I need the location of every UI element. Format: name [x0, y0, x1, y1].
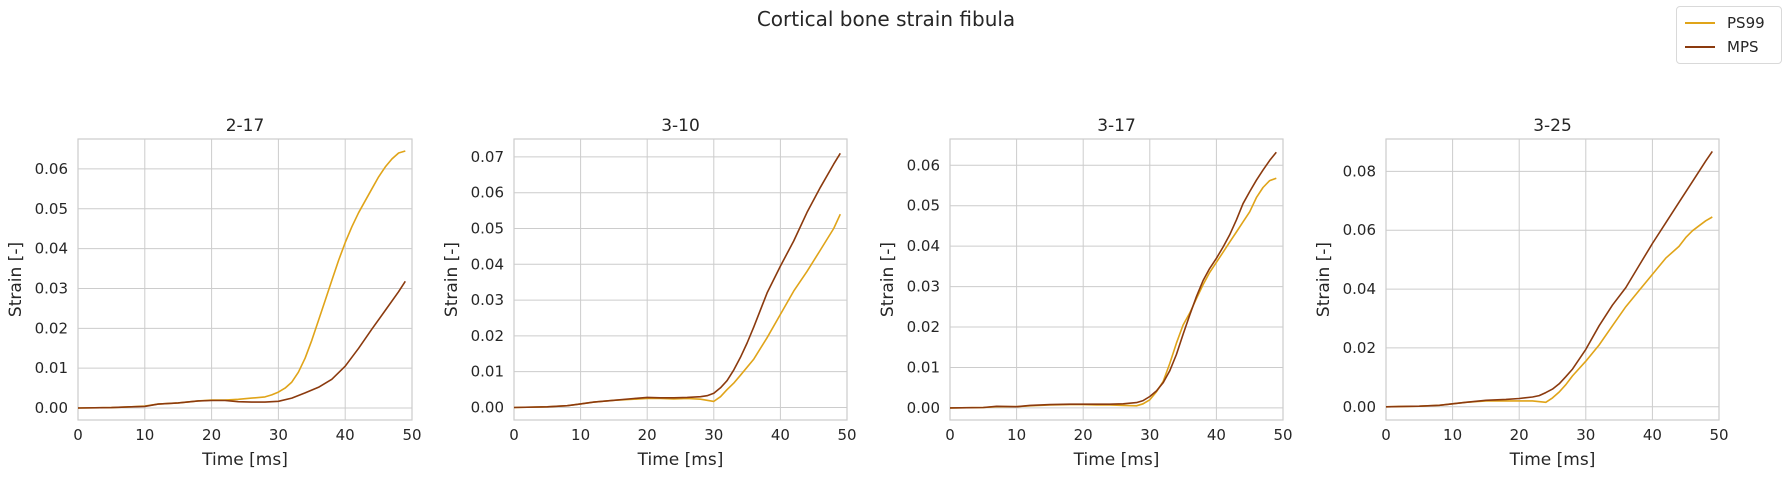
panel-2-xtick-label-3: 30 — [704, 426, 723, 444]
panel-1-title: 2-17 — [226, 116, 265, 136]
panel-1-ytick-label-5: 0.05 — [35, 200, 68, 218]
panel-2-ytick-label-6: 0.06 — [471, 184, 504, 202]
panel-2-ytick-label-7: 0.07 — [471, 148, 504, 166]
panel-4-ytick-label-3: 0.06 — [1343, 221, 1376, 239]
panel-1-ytick-label-1: 0.01 — [35, 359, 68, 377]
panel-2-frame — [513, 138, 848, 421]
panel-4-frame — [1385, 138, 1720, 421]
panel-1-xtick-label-0: 0 — [73, 426, 83, 444]
panel-3-xlabel: Time [ms] — [1073, 450, 1160, 470]
panel-4-line-mps — [1385, 150, 1713, 408]
panel-2-ytick-label-1: 0.01 — [471, 363, 504, 381]
panel-4-xlabel: Time [ms] — [1509, 450, 1596, 470]
panel-2-line-mps — [513, 152, 841, 409]
legend-swatch-mps — [1685, 46, 1715, 48]
panel-1-xtick-label-4: 40 — [336, 426, 355, 444]
panel-4-ytick-label-0: 0.00 — [1343, 398, 1376, 416]
legend: PS99 MPS — [1676, 6, 1782, 64]
panel-4-ytick-label-4: 0.08 — [1343, 162, 1376, 180]
panel-3-xtick-label-0: 0 — [945, 426, 955, 444]
panel-1-ytick-label-3: 0.03 — [35, 279, 68, 297]
legend-item-ps99: PS99 — [1685, 13, 1765, 33]
panel-4-xtick-label-0: 0 — [1381, 426, 1391, 444]
panel-2: 0 10 20 30 40 50 0.00 0.01 0.02 0.03 0.04 0.05 0.06 0… — [442, 116, 857, 470]
panel-3-ytick-label-2: 0.02 — [907, 318, 940, 336]
panel-1-ytick-label-2: 0.02 — [35, 319, 68, 337]
panel-4-xtick-label-1: 10 — [1443, 426, 1462, 444]
legend-item-mps: MPS — [1685, 37, 1759, 57]
legend-swatch-ps99 — [1685, 22, 1715, 24]
panel-4-xtick-label-3: 30 — [1576, 426, 1595, 444]
panel-1-xlabel: Time [ms] — [201, 450, 288, 470]
panel-1-xtick-label-5: 50 — [402, 426, 421, 444]
panel-1-ytick-label-4: 0.04 — [35, 240, 68, 258]
panel-2-ytick-label-5: 0.05 — [471, 219, 504, 237]
panel-2-xtick-label-0: 0 — [509, 426, 519, 444]
panel-2-title: 3-10 — [661, 116, 700, 136]
figure-title: Cortical bone strain fibula — [757, 7, 1015, 31]
panel-2-ytick-label-3: 0.03 — [471, 291, 504, 309]
panel-2-ytick-label-2: 0.02 — [471, 327, 504, 345]
panel-3-ytick-label-0: 0.00 — [907, 399, 940, 417]
panel-1-frame — [77, 138, 413, 421]
panel-2-ylabel: Strain [-] — [442, 242, 462, 317]
panel-4-xtick-label-5: 50 — [1709, 426, 1728, 444]
panel-1-xtick-label-2: 20 — [202, 426, 221, 444]
panel-1-line-ps99 — [77, 150, 406, 409]
panel-2-xtick-label-1: 10 — [571, 426, 590, 444]
panel-2-xlabel: Time [ms] — [637, 450, 724, 470]
panel-3-ylabel: Strain [-] — [878, 242, 898, 317]
panel-3-frame — [949, 138, 1284, 421]
panel-2-ytick-label-4: 0.04 — [471, 255, 504, 273]
panel-1-xtick-label-3: 30 — [269, 426, 288, 444]
panel-4-title: 3-25 — [1533, 116, 1572, 136]
panel-4-ytick-label-1: 0.02 — [1343, 339, 1376, 357]
legend-label-ps99: PS99 — [1727, 14, 1765, 32]
panel-4-xtick-label-2: 20 — [1510, 426, 1529, 444]
panel-1: 0 10 20 30 40 50 0.00 0.01 0.02 0.03 0.04 0.05 0.06 2… — [6, 116, 422, 470]
panel-2-xtick-label-5: 50 — [837, 426, 856, 444]
panel-3-line-ps99 — [949, 177, 1277, 409]
legend-label-mps: MPS — [1727, 38, 1759, 56]
panel-1-ylabel: Strain [-] — [6, 242, 26, 317]
panel-3-xtick-label-5: 50 — [1273, 426, 1292, 444]
panel-3-title: 3-17 — [1097, 116, 1136, 136]
panel-4-ytick-label-2: 0.04 — [1343, 280, 1376, 298]
panel-3-ytick-label-1: 0.01 — [907, 358, 940, 376]
panel-3-ytick-label-6: 0.06 — [907, 156, 940, 174]
panel-2-line-ps99 — [513, 213, 842, 409]
panel-3-ytick-label-5: 0.05 — [907, 197, 940, 215]
panel-2-ytick-label-0: 0.00 — [471, 398, 504, 416]
panel-1-line-mps — [77, 280, 406, 409]
panel-3-xtick-label-4: 40 — [1207, 426, 1226, 444]
panel-3: 0 10 20 30 40 50 0.00 0.01 0.02 0.03 0.04 0.05 0.06 3… — [878, 116, 1293, 470]
panel-3-ytick-label-4: 0.04 — [907, 237, 940, 255]
panel-2-xtick-label-2: 20 — [638, 426, 657, 444]
panel-4-line-ps99 — [1385, 216, 1713, 408]
panel-1-ytick-label-6: 0.06 — [35, 160, 68, 178]
panel-3-xtick-label-3: 30 — [1140, 426, 1159, 444]
panel-4-xtick-label-4: 40 — [1643, 426, 1662, 444]
panel-3-ytick-label-3: 0.03 — [907, 278, 940, 296]
panel-3-xtick-label-1: 10 — [1007, 426, 1026, 444]
panel-3-line-mps — [949, 151, 1277, 409]
panel-4: 0 10 20 30 40 50 0.00 0.02 0.04 0.06 0.08 3-25 Time … — [1314, 116, 1729, 470]
panel-1-ytick-label-0: 0.00 — [35, 399, 68, 417]
panel-2-xtick-label-4: 40 — [771, 426, 790, 444]
panel-1-xtick-label-1: 10 — [135, 426, 154, 444]
panel-3-xtick-label-2: 20 — [1074, 426, 1093, 444]
panel-4-ylabel: Strain [-] — [1314, 242, 1334, 317]
